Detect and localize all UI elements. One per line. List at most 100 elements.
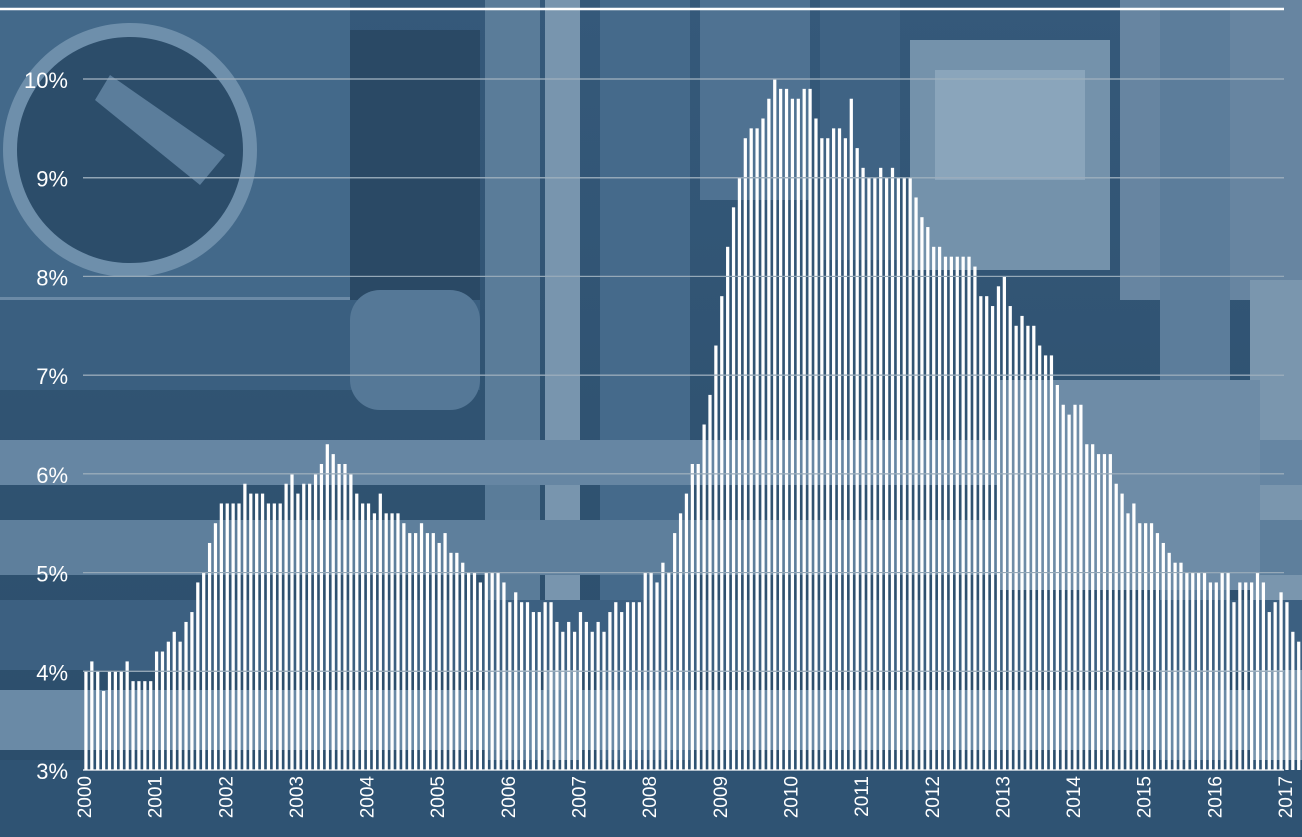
bar	[284, 483, 288, 770]
bar	[219, 503, 223, 770]
bar	[190, 612, 194, 770]
bar	[743, 138, 747, 771]
bar	[1020, 315, 1024, 770]
bar	[920, 217, 924, 770]
bar	[1049, 355, 1054, 770]
bar	[955, 256, 959, 770]
bar	[361, 503, 365, 770]
bar	[796, 98, 800, 771]
bar	[1138, 523, 1142, 770]
bar	[113, 671, 117, 770]
bar	[596, 621, 600, 770]
bar	[384, 513, 388, 770]
bar	[337, 463, 341, 770]
bar	[137, 681, 141, 770]
bar	[814, 118, 818, 771]
bar	[1079, 404, 1083, 770]
x-tick-label: 2001	[146, 776, 167, 818]
bar	[502, 582, 506, 770]
bar	[90, 661, 94, 770]
bar	[207, 542, 212, 770]
bar	[131, 681, 135, 770]
bar	[1161, 542, 1165, 770]
bar	[154, 651, 159, 770]
bar	[820, 138, 824, 771]
bar	[1002, 276, 1006, 770]
bar	[637, 602, 641, 770]
bar	[308, 483, 312, 770]
bar	[1096, 454, 1101, 770]
bar	[690, 463, 694, 770]
bar	[96, 671, 100, 770]
bar	[684, 493, 689, 770]
bar	[1108, 454, 1112, 770]
bar	[1120, 493, 1124, 770]
bar	[101, 691, 106, 770]
bar	[366, 503, 371, 770]
bar	[84, 671, 88, 770]
y-tick-label: 6%	[36, 463, 68, 488]
bar	[237, 503, 241, 770]
bar	[990, 306, 995, 770]
y-axis: 3% 4% 5% 6% 7% 8% 9% 10%	[24, 68, 68, 784]
bar	[302, 483, 306, 770]
bar	[331, 454, 335, 770]
bar	[172, 631, 176, 770]
bar	[143, 681, 147, 770]
bar	[255, 493, 259, 770]
bar	[1267, 612, 1271, 770]
x-tick-label: 2013	[993, 776, 1014, 818]
bar	[1273, 602, 1277, 770]
x-tick-label: 2015	[1135, 776, 1156, 818]
bar	[726, 246, 730, 770]
bar	[1285, 602, 1289, 770]
bar	[1261, 582, 1266, 770]
bar	[260, 493, 265, 770]
bar	[119, 671, 123, 770]
bar	[272, 503, 276, 770]
bar	[837, 128, 842, 771]
bar	[784, 88, 789, 771]
bar	[996, 286, 1001, 770]
bar	[125, 661, 129, 770]
bar	[1132, 503, 1136, 770]
bar	[614, 602, 618, 770]
bar	[555, 621, 559, 770]
bar	[160, 651, 165, 770]
bar	[437, 542, 441, 770]
bar	[631, 602, 636, 770]
bar	[826, 138, 830, 771]
bar	[1085, 444, 1089, 770]
bar	[655, 582, 659, 770]
bar	[319, 463, 324, 770]
bar	[731, 207, 736, 770]
bar	[967, 256, 971, 770]
bar	[949, 256, 953, 770]
bar	[372, 513, 377, 770]
bar	[278, 503, 282, 770]
bar	[561, 631, 565, 770]
bar	[843, 138, 848, 771]
bar	[1214, 582, 1218, 770]
bar	[225, 503, 229, 770]
x-tick-label: 2012	[923, 776, 944, 818]
bar	[349, 473, 353, 770]
x-tick-label: 2016	[1205, 776, 1226, 818]
bar	[1244, 582, 1248, 770]
x-tick-label: 2000	[75, 776, 96, 818]
bar	[572, 631, 577, 770]
x-tick-label: 2008	[640, 776, 661, 818]
bar	[1126, 513, 1130, 770]
bar	[1149, 523, 1154, 770]
bar	[673, 533, 677, 770]
bar	[1102, 454, 1107, 770]
bar	[1014, 325, 1018, 770]
bar	[1250, 582, 1254, 770]
y-tick-label: 8%	[36, 265, 68, 290]
bar	[425, 533, 430, 770]
bar	[290, 473, 294, 770]
bar	[325, 444, 329, 770]
bar	[1043, 355, 1048, 770]
y-tick-label: 9%	[36, 167, 68, 192]
bar	[296, 493, 300, 770]
